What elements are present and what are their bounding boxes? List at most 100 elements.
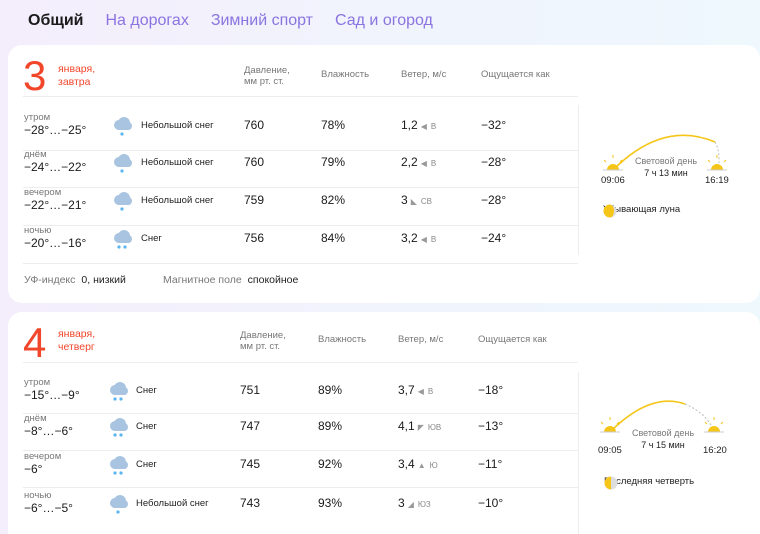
wind-value: 4,1 ◤ ЮВ <box>398 419 442 433</box>
time-of-day: днём <box>24 413 47 424</box>
wind-value: 1,2 ◀ В <box>401 118 437 132</box>
tab-winter-sport[interactable]: Зимний спорт <box>210 12 314 29</box>
header-humidity: Влажность <box>321 69 370 80</box>
humidity-value: 82% <box>321 193 346 207</box>
pressure-value: 756 <box>244 231 265 245</box>
humidity-value: 79% <box>321 155 346 169</box>
forecast-row-day: днём −24°…−22° Небольшой снег 760 79% 2,… <box>8 149 578 183</box>
light-snow-icon <box>110 150 134 174</box>
temperature: −28°…−25° <box>24 123 87 137</box>
wind-arrow-icon: ◢ <box>407 500 414 509</box>
forecast-row-evening: вечером −22°…−21° Небольшой снег 759 82%… <box>8 187 578 221</box>
day-month: января, <box>58 328 96 340</box>
last-quarter-moon-icon <box>604 476 618 490</box>
sun-arc-icon <box>603 134 727 171</box>
wind-arrow-icon: ◀ <box>417 387 424 396</box>
time-of-day: ночью <box>24 225 52 236</box>
magnetic-field: Магнитное поле спокойное <box>163 274 299 286</box>
time-of-day: утром <box>24 112 51 123</box>
header-pressure: Давление, мм рт. ст. <box>244 65 290 87</box>
feels-like-value: −18° <box>478 383 504 397</box>
wind-value: 3,7 ◀ В <box>398 383 434 397</box>
daylight-widget: 09:06 16:19 Световой день 7 ч 13 мин Убы… <box>593 130 753 240</box>
divider <box>23 487 578 488</box>
snow-icon <box>106 414 130 438</box>
temperature: −24°…−22° <box>24 160 87 174</box>
forecast-row-evening: вечером −6° Снег 745 92% 3,4 ▲ Ю −11° <box>8 451 578 485</box>
sunset-time: 16:20 <box>703 445 727 456</box>
condition: Небольшой снег <box>141 120 214 131</box>
temperature: −20°…−16° <box>24 236 87 250</box>
light-snow-icon <box>106 491 130 515</box>
day-date-label: января, завтра <box>58 63 138 89</box>
pressure-value: 760 <box>244 118 265 132</box>
tab-general[interactable]: Общий <box>28 12 84 29</box>
divider <box>23 450 578 451</box>
wind-value: 3 ◢ ЮЗ <box>398 496 431 510</box>
feels-like-value: −32° <box>481 118 507 132</box>
snow-icon <box>106 378 130 402</box>
time-of-day: ночью <box>24 490 52 501</box>
feels-like-value: −10° <box>478 496 504 510</box>
feels-like-value: −28° <box>481 155 507 169</box>
header-wind: Ветер, м/с <box>398 334 444 345</box>
forecast-row-night: ночью −20°…−16° Снег 756 84% 3,2 ◀ В −24° <box>8 225 578 259</box>
pressure-value: 760 <box>244 155 265 169</box>
daylight-duration: 7 ч 15 мин <box>641 440 685 450</box>
daylight-duration: 7 ч 13 мин <box>644 168 688 178</box>
wind-value: 2,2 ◀ В <box>401 155 437 169</box>
pressure-value: 759 <box>244 193 265 207</box>
condition: Небольшой снег <box>141 157 214 168</box>
header-humidity: Влажность <box>318 334 367 345</box>
pressure-value: 747 <box>240 419 261 433</box>
wind-value: 3,4 ▲ Ю <box>398 457 438 471</box>
divider <box>23 187 578 188</box>
moon-phase: Последняя четверть <box>604 476 694 490</box>
tab-roads[interactable]: На дорогах <box>105 12 189 29</box>
humidity-value: 89% <box>318 383 343 397</box>
header-pressure: Давление, мм рт. ст. <box>240 330 286 352</box>
light-snow-icon <box>110 188 134 212</box>
wind-arrow-icon: ◤ <box>417 423 424 432</box>
day-month: января, <box>58 63 96 75</box>
feels-like-value: −24° <box>481 231 507 245</box>
sunrise-time: 09:05 <box>598 445 622 456</box>
divider-vertical <box>578 372 579 534</box>
time-of-day: утром <box>24 377 51 388</box>
humidity-value: 89% <box>318 419 343 433</box>
sunrise-time: 09:06 <box>601 175 625 186</box>
wind-arrow-icon: ▲ <box>417 461 426 470</box>
feels-like-value: −11° <box>478 457 503 471</box>
sunset-time: 16:19 <box>705 175 729 186</box>
pressure-value: 743 <box>240 496 261 510</box>
divider <box>23 413 578 414</box>
tab-garden[interactable]: Сад и огород <box>335 12 433 29</box>
pressure-value: 745 <box>240 457 261 471</box>
divider <box>23 96 578 97</box>
snow-icon <box>106 452 130 476</box>
time-of-day: днём <box>24 149 47 160</box>
humidity-value: 84% <box>321 231 346 245</box>
temperature: −15°…−9° <box>24 388 80 402</box>
sun-arc-icon <box>600 400 724 433</box>
feels-like-value: −28° <box>481 193 507 207</box>
feels-like-value: −13° <box>478 419 504 433</box>
light-snow-icon <box>110 113 134 137</box>
time-of-day: вечером <box>24 187 62 198</box>
wind-arrow-icon: ◀ <box>420 159 427 168</box>
temperature: −6° <box>24 462 43 476</box>
condition: Снег <box>136 385 157 396</box>
wind-arrow-icon: ◀ <box>420 235 427 244</box>
divider <box>23 362 578 363</box>
day-number: 4 <box>23 319 47 366</box>
moon-phase: Убывающая луна <box>603 204 680 218</box>
snow-icon <box>110 226 134 250</box>
divider <box>23 150 578 151</box>
condition: Снег <box>141 233 162 244</box>
waning-moon-icon <box>603 204 617 218</box>
condition: Небольшой снег <box>136 498 209 509</box>
tab-bar: Общий На дорогах Зимний спорт Сад и огор… <box>28 10 455 32</box>
temperature: −6°…−5° <box>24 501 73 515</box>
divider-vertical <box>578 105 579 255</box>
condition: Снег <box>136 421 157 432</box>
